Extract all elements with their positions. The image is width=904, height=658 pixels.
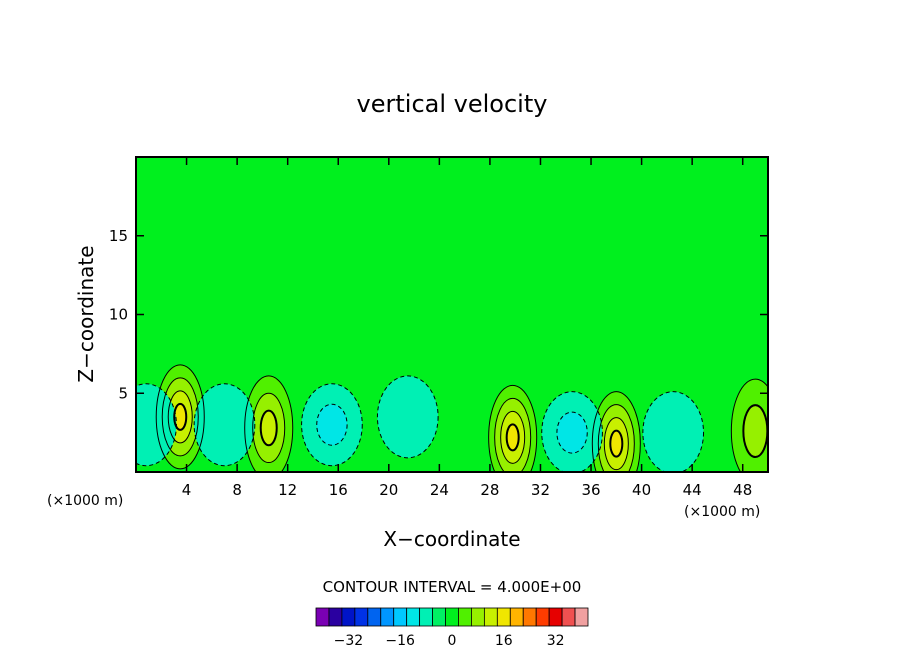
x-tick-label: 24: [430, 481, 449, 499]
y-tick-label: 5: [118, 384, 128, 402]
contour-line: [591, 391, 641, 472]
contour-line: [603, 417, 629, 471]
contour-line: [244, 375, 294, 472]
contour-line: [730, 378, 768, 472]
contour-line: [642, 391, 705, 472]
colorbar-cell: [406, 607, 421, 627]
contour-line: [193, 383, 256, 467]
colorbar-tick-label: 0: [448, 633, 457, 649]
x-unit-label-right: (×1000 m): [684, 504, 760, 520]
colorbar-cell: [341, 607, 356, 627]
plot-area: [135, 156, 769, 473]
colorbar-cell: [535, 607, 550, 627]
x-tick-label: 36: [581, 481, 600, 499]
colorbar-cell: [561, 607, 576, 627]
x-tick-label: 28: [480, 481, 499, 499]
contour-line: [505, 423, 520, 452]
x-unit-label-left: (×1000 m): [47, 493, 123, 509]
contour-line: [541, 391, 603, 472]
x-tick-label: 16: [329, 481, 348, 499]
colorbar-cell: [471, 607, 485, 627]
contour-line: [556, 411, 588, 454]
contour-line: [494, 397, 532, 472]
x-tick-label: 44: [683, 481, 702, 499]
x-tick-label: 40: [632, 481, 651, 499]
downdraft-region: [642, 391, 704, 472]
colorbar-cell: [574, 607, 589, 627]
colorbar-cell: [432, 607, 446, 627]
x-tick-label: 8: [232, 481, 242, 499]
x-tick-label: 32: [531, 481, 550, 499]
x-tick-label: 20: [379, 481, 398, 499]
updraft-region: [743, 405, 768, 458]
colorbar-cell: [393, 607, 408, 627]
contour-line: [161, 377, 199, 457]
contour-line: [376, 375, 439, 459]
contour-line: [173, 402, 188, 431]
colorbar-ticks: −32 −16 0 16 32: [334, 633, 565, 649]
y-tick-label: 15: [109, 227, 128, 245]
contour-line: [301, 383, 363, 467]
y-axis-label: Z−coordinate: [74, 245, 98, 382]
updraft-region: [610, 430, 623, 457]
x-tick-label: 48: [733, 481, 752, 499]
colorbar-cell: [509, 607, 524, 627]
colorbar-cell: [548, 607, 563, 627]
contour-line: [316, 403, 348, 446]
y-tick-label: 10: [109, 306, 128, 324]
colorbar-cell: [315, 607, 330, 627]
contour-line: [609, 429, 624, 458]
colorbar-cell: [445, 607, 459, 627]
colorbar: [315, 607, 589, 627]
colorbar-cell: [483, 607, 498, 627]
y-axis: 5 10 15: [109, 227, 768, 402]
contour-line: [252, 392, 286, 464]
contour-line: [500, 410, 526, 464]
contour-line: [259, 409, 278, 447]
x-tick-label: 12: [278, 481, 297, 499]
contour-line: [155, 364, 205, 470]
colorbar-cell: [367, 607, 382, 627]
x-tick-label: 4: [182, 481, 192, 499]
colorbar-cell: [354, 607, 369, 627]
contour-line: [488, 384, 538, 472]
contour-line: [167, 390, 193, 444]
contour-line: [136, 383, 177, 467]
downdraft-region: [316, 404, 348, 446]
updraft-region: [506, 424, 519, 451]
x-axis-label: X−coordinate: [383, 527, 520, 551]
contour-line: [597, 404, 635, 472]
chart-title: vertical velocity: [357, 90, 548, 118]
colorbar-tick-label: 16: [495, 633, 513, 649]
updraft-region: [260, 410, 277, 446]
colorbar-cell: [328, 607, 343, 627]
colorbar-cell: [419, 607, 433, 627]
downdraft-region: [194, 383, 255, 466]
x-axis: 4 8 12 16 20 24 28 32 36 40 44 48: [182, 157, 752, 499]
colorbar-cell: [380, 607, 395, 627]
colorbar-cell: [496, 607, 511, 627]
downdraft-region: [556, 412, 588, 454]
colorbar-cell: [458, 607, 472, 627]
contour-interval-label: CONTOUR INTERVAL = 4.000E+00: [323, 578, 582, 596]
downdraft-region: [377, 375, 439, 458]
colorbar-cell: [522, 607, 537, 627]
colorbar-tick-label: −16: [385, 633, 415, 649]
colorbar-tick-label: 32: [547, 633, 565, 649]
colorbar-tick-label: −32: [334, 633, 364, 649]
updraft-region: [174, 403, 187, 430]
